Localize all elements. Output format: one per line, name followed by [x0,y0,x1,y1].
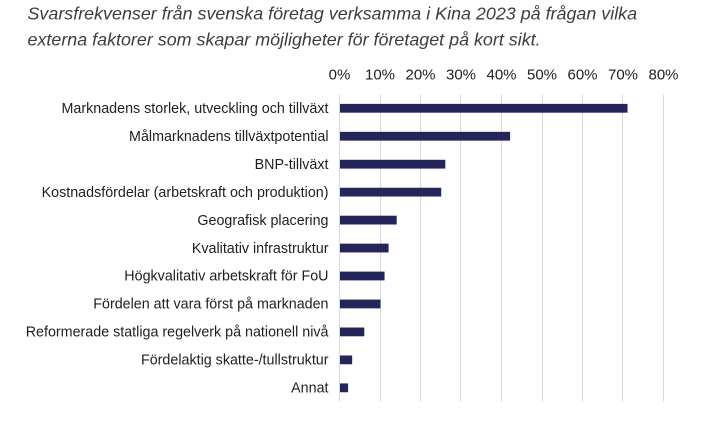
svg-text:50%: 50% [527,66,557,83]
svg-text:Marknadens storlek, utveckling: Marknadens storlek, utveckling och tillv… [62,101,329,117]
svg-text:60%: 60% [567,66,597,83]
svg-text:Annat: Annat [291,381,328,397]
svg-text:Målmarknadens tillväxtpotentia: Målmarknadens tillväxtpotential [129,129,328,145]
svg-text:80%: 80% [648,66,678,83]
svg-text:0%: 0% [329,66,351,83]
svg-text:Högkvalitativ arbetskraft för: Högkvalitativ arbetskraft för FoU [124,269,328,285]
svg-text:externa faktorer som skapar mö: externa faktorer som skapar möjligheter … [28,29,541,49]
svg-text:Kostnadsfördelar (arbetskraft: Kostnadsfördelar (arbetskraft och produk… [42,185,329,201]
svg-text:Reformerade statliga regelverk: Reformerade statliga regelverk på nation… [26,325,329,341]
svg-text:Svarsfrekvenser från svenska f: Svarsfrekvenser från svenska företag ver… [28,3,638,23]
svg-text:10%: 10% [365,66,395,83]
svg-text:Geografisk placering: Geografisk placering [197,213,328,229]
svg-text:30%: 30% [446,66,476,83]
svg-text:Fördelen att vara först på mar: Fördelen att vara först på marknaden [93,297,328,313]
svg-text:Kvalitativ infrastruktur: Kvalitativ infrastruktur [192,241,329,257]
svg-text:20%: 20% [405,66,435,83]
svg-text:40%: 40% [486,66,516,83]
svg-text:70%: 70% [608,66,638,83]
svg-text:BNP-tillväxt: BNP-tillväxt [255,157,329,173]
svg-text:Fördelaktig skatte-/tullstrukt: Fördelaktig skatte-/tullstruktur [141,353,329,369]
